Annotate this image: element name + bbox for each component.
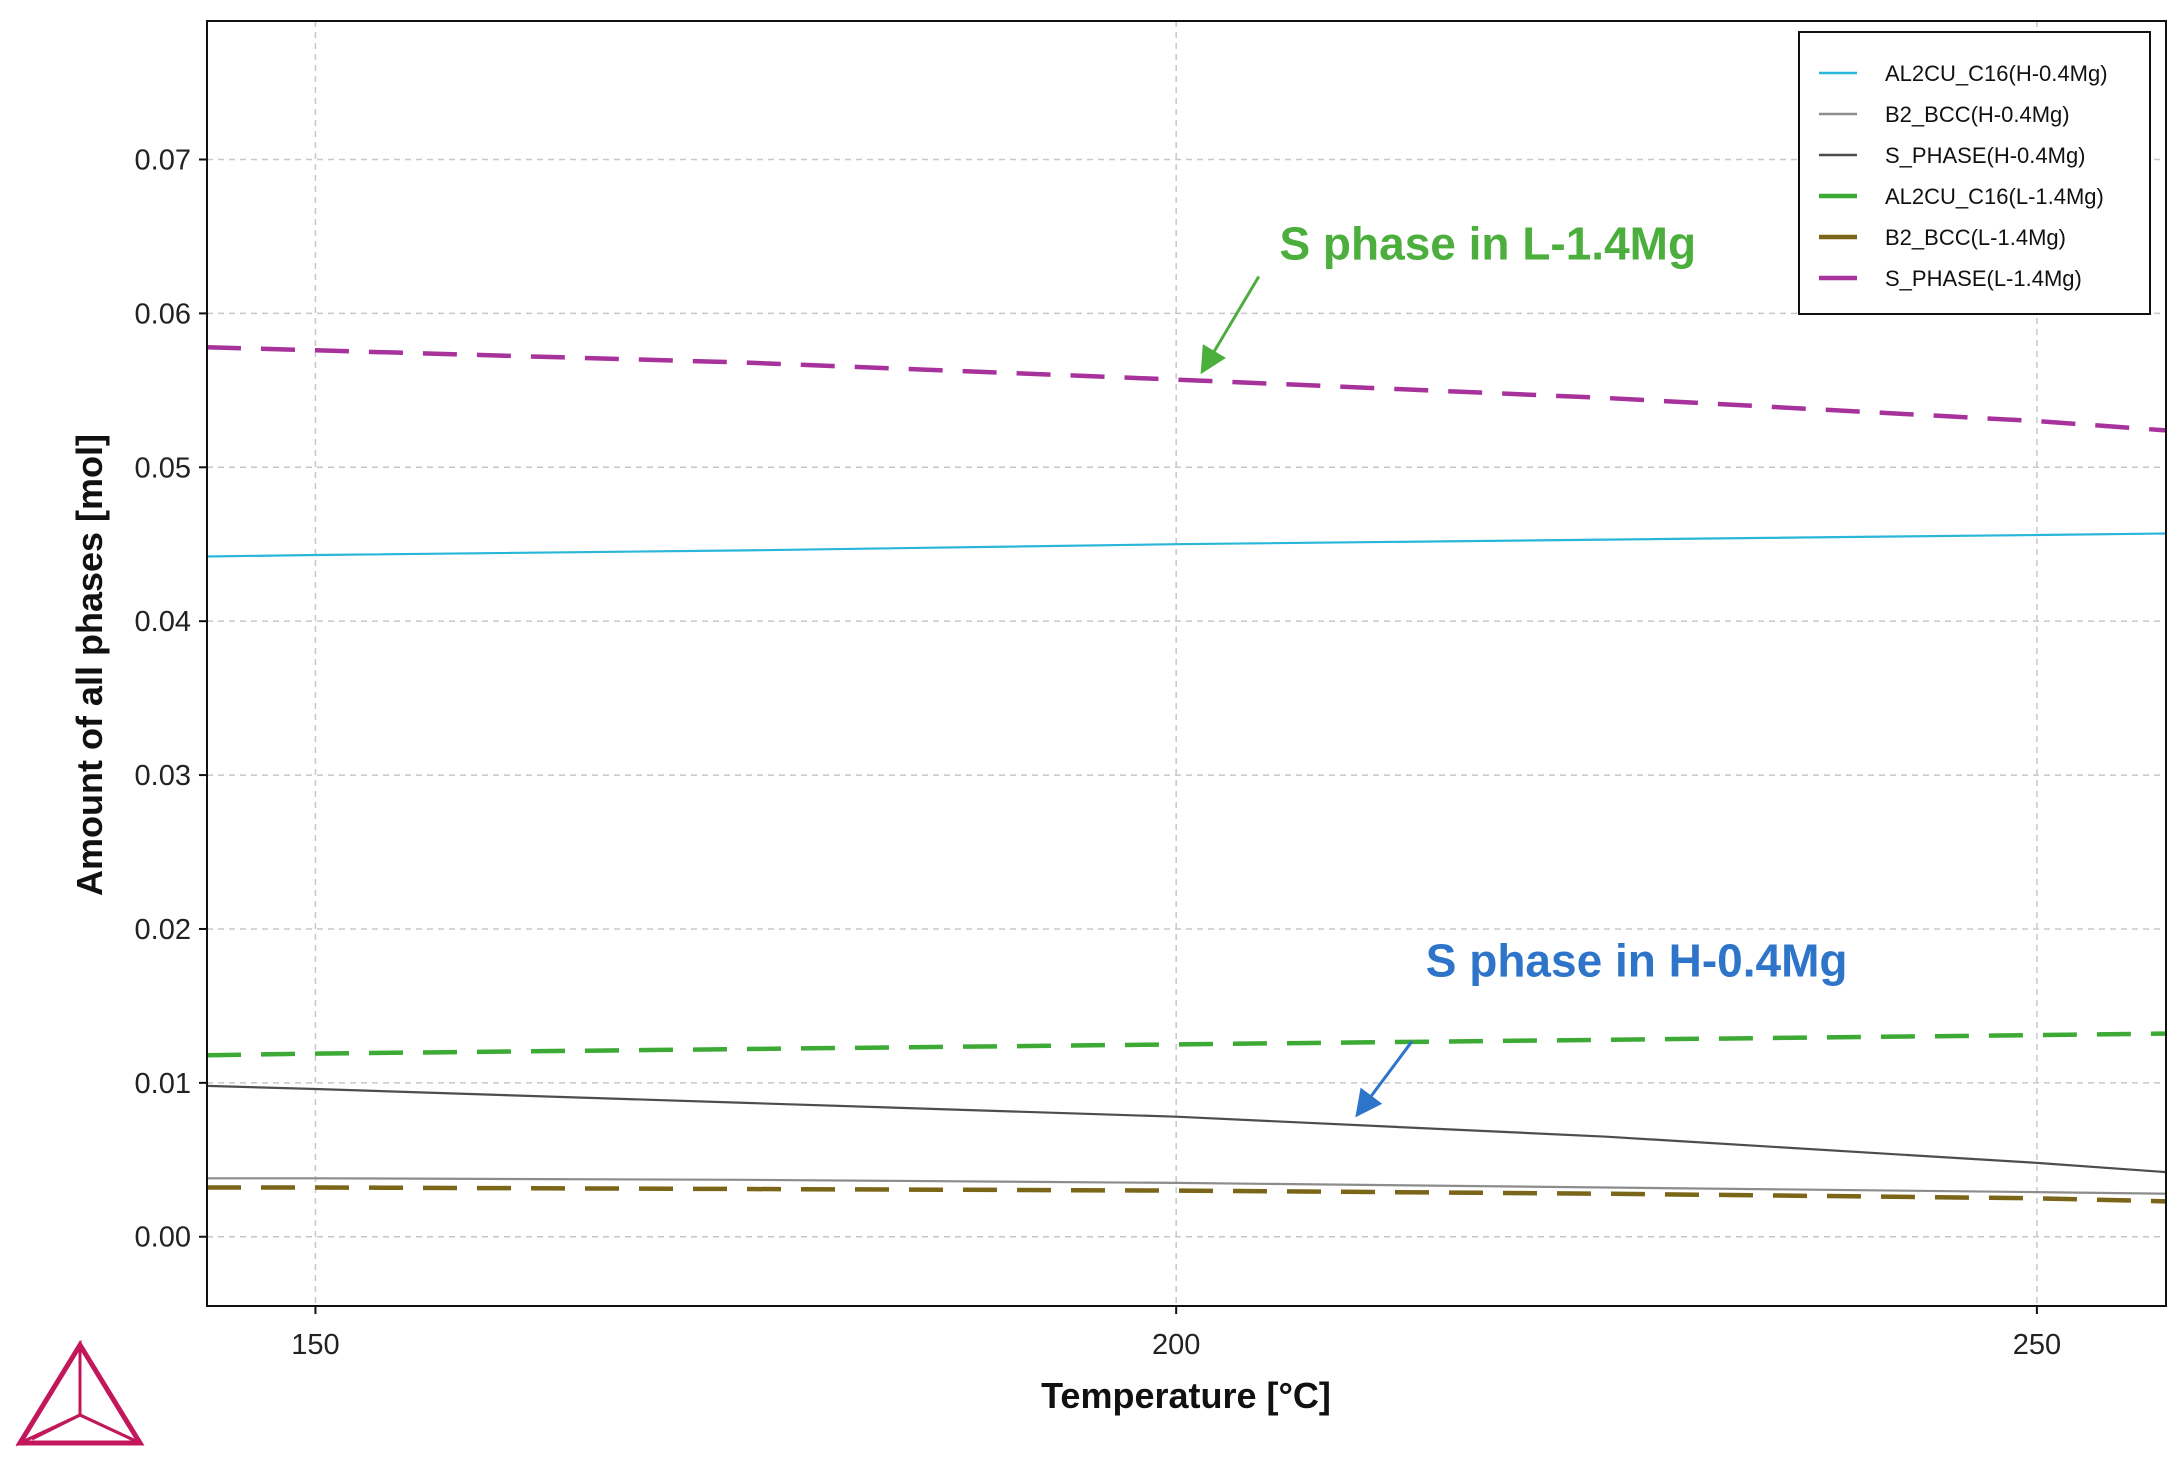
y-tick-label: 0.07 [135,145,191,177]
annotation-label: S phase in L-1.4Mg [1279,218,1696,270]
plot-area-frame [206,20,2167,1307]
y-tick-label: 0.05 [135,452,191,484]
series-layer [207,345,2166,1204]
legend-label: S_PHASE(H-0.4Mg) [1885,143,2086,168]
series-line-b2-bcc-l-1-4mg [207,1185,2166,1204]
y-tick-label: 0.04 [135,606,191,638]
series-line-al2cu-c16-h-0-4mg [207,532,2166,558]
series-line-s-phase-l-1-4mg [207,345,2166,433]
x-tick-label: 150 [291,1329,339,1361]
annotation-label: S phase in H-0.4Mg [1426,935,1848,987]
x-tick-label: 250 [2013,1329,2061,1361]
x-axis-title: Temperature [°C] [1041,1375,1331,1416]
y-tick-label: 0.01 [135,1068,191,1100]
y-axis-title: Amount of all phases [mol] [69,434,110,896]
y-tick-label: 0.06 [135,298,191,330]
series-line-al2cu-c16-l-1-4mg [207,1031,2166,1058]
legend: AL2CU_C16(H-0.4Mg) B2_BCC(H-0.4Mg) S_PHASE… [1798,31,2151,315]
legend-label: S_PHASE(L-1.4Mg) [1885,266,2082,291]
legend-label: B2_BCC(L-1.4Mg) [1885,225,2066,250]
series-line-s-phase-h-0-4mg [207,1084,2166,1174]
legend-label: AL2CU_C16(H-0.4Mg) [1885,61,2108,86]
series-line-b2-bcc-h-0-4mg [207,1177,2166,1195]
y-tick-label: 0.03 [135,760,191,792]
annotation-arrow [1200,275,1261,375]
legend-box [1798,31,2151,315]
y-tick-label: 0.02 [135,914,191,946]
legend-label: AL2CU_C16(L-1.4Mg) [1885,184,2104,209]
y-axis: 0.00 0.01 0.02 0.03 0.04 0.05 0.06 0.07 [135,145,207,1254]
annotations: S phase in L-1.4Mg S phase in H-0.4Mg [1200,218,1848,1118]
legend-label: B2_BCC(H-0.4Mg) [1885,102,2070,127]
thermo-calc-logo-icon [15,1339,145,1447]
x-axis: 150 200 250 [291,1306,2061,1361]
annotation-arrow [1355,1040,1414,1118]
y-tick-label: 0.00 [135,1222,191,1254]
x-tick-label: 200 [1152,1329,1200,1361]
